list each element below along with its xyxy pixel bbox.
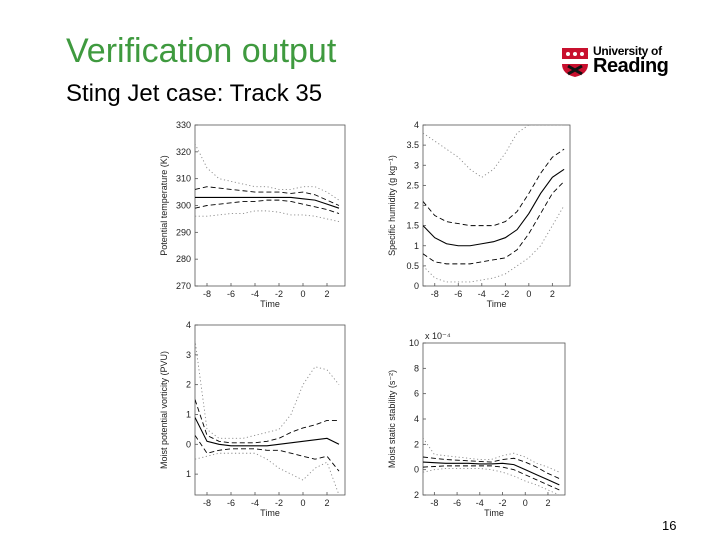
y-tick-label: 10 [409,338,419,348]
y-tick-label: 0 [414,281,419,291]
x-tick-label: -2 [275,498,283,508]
logo-text: University of [593,44,662,58]
x-tick-label: -6 [227,289,235,299]
y-tick-label: 280 [176,254,191,264]
y-tick-label: 3.5 [406,140,419,150]
y-tick-label: 2 [414,439,419,449]
logo-crest [562,48,588,77]
x-tick-label: 0 [300,289,305,299]
x-tick-label: 2 [545,498,550,508]
x-tick-label: -4 [251,498,259,508]
x-tick-label: 0 [523,498,528,508]
y-tick-label: 0.5 [406,261,419,271]
x-tick-label: -6 [227,498,235,508]
y-tick-label: 0 [414,465,419,475]
y-axis-label: Moist static stability (s⁻²) [387,370,397,468]
series-line [195,199,340,214]
y-tick-label: 300 [176,201,191,211]
y-tick-label: 6 [414,389,419,399]
series-line [423,467,560,495]
x-tick-label: 2 [324,289,329,299]
chart: 270 280 290 300 310 320 330 -8 -6 -4 -2 0 2 Time Poten… [159,120,346,309]
y-tick-label: 1 [186,409,191,419]
annotation: x 10⁻⁴ [425,331,451,341]
y-axis-label: Specific humidity (g kg⁻¹) [387,155,397,256]
x-tick-label: 2 [550,289,555,299]
y-tick-label: 2 [414,201,419,211]
plot-area [194,324,346,496]
y-tick-label: 3 [186,350,191,360]
series-line [423,465,560,491]
x-tick-label: -8 [203,498,211,508]
y-tick-label: 310 [176,174,191,184]
x-axis-label: Time [260,299,280,309]
plot-area [422,124,571,287]
x-tick-label: -8 [203,289,211,299]
series-line [195,417,340,447]
x-tick-label: -6 [453,498,461,508]
series-line [195,196,340,209]
y-tick-label: 320 [176,147,191,157]
x-tick-label: -4 [251,289,259,299]
logo: University of Reading [560,44,670,80]
y-tick-label: 1 [414,241,419,251]
y-tick-label: 4 [414,120,419,130]
series-line [423,181,565,265]
x-tick-label: -4 [476,498,484,508]
y-tick-label: 290 [176,227,191,237]
slide-title: Verification output [66,32,337,70]
y-tick-label: 8 [414,363,419,373]
chart: 1 0 1 2 3 4 -8 -6 -4 -2 0 2 Time Moist potential vort… [159,320,346,518]
y-tick-label: 330 [176,120,191,130]
series-line [195,399,339,444]
plot-area [422,342,566,496]
x-tick-label: 0 [526,289,531,299]
page-number: 16 [662,518,677,533]
y-tick-label: 0 [186,439,191,449]
y-tick-label: 2 [414,490,419,500]
x-axis-label: Time [260,508,280,518]
x-tick-label: -2 [501,289,509,299]
series-line [423,456,560,479]
x-tick-label: 0 [300,498,305,508]
plot-area [194,124,346,287]
y-axis-label: Moist potential vorticity (PVU) [159,351,169,469]
x-tick-label: -2 [499,498,507,508]
x-tick-label: -8 [430,498,438,508]
y-tick-label: 1 [186,469,191,479]
y-tick-label: 2.5 [406,180,419,190]
y-tick-label: 4 [186,320,191,330]
series-line [195,186,340,206]
logo-text: Reading [593,55,669,77]
x-tick-label: -2 [275,289,283,299]
x-axis-label: Time [487,299,507,309]
y-tick-label: 270 [176,281,191,291]
slide-subtitle: Sting Jet case: Track 35 [66,80,323,107]
chart: 0 0.5 1 1.5 2 2.5 3 3.5 4 -8 -6 -4 -2 0 2 Time Specific … [387,120,571,309]
series-line [423,461,560,486]
y-tick-label: 4 [414,414,419,424]
x-tick-label: -6 [454,289,462,299]
chart: 2 0 2 4 6 8 10 -8 -6 -4 -2 0 2 Time Moist static stabi… [387,331,566,518]
y-tick-label: 2 [186,380,191,390]
x-tick-label: 2 [324,498,329,508]
y-axis-label: Potential temperature (K) [159,155,169,256]
y-tick-label: 3 [414,160,419,170]
y-tick-label: 1.5 [406,221,419,231]
series-line [423,168,565,247]
x-tick-label: -4 [478,289,486,299]
series-line [195,452,340,495]
x-tick-label: -8 [431,289,439,299]
series-line [195,435,340,472]
x-axis-label: Time [484,508,504,518]
